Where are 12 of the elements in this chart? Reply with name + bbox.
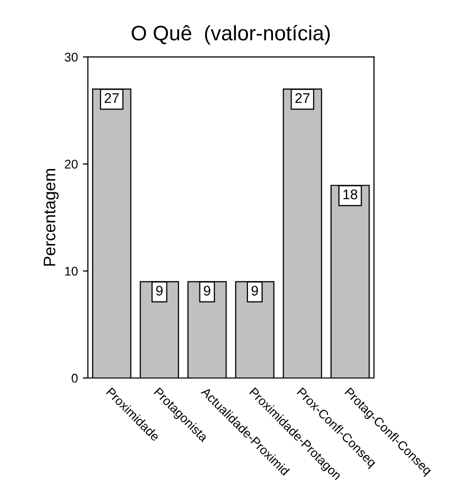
chart-title: O Quê (valor-notícia)	[132, 24, 330, 45]
y-tick-label: 30	[64, 52, 78, 62]
y-axis-title: Percentagem	[44, 169, 59, 266]
y-tick-label: 0	[72, 374, 78, 383]
data-label: 27	[295, 93, 310, 103]
data-label: 9	[252, 286, 258, 296]
y-tick-label: 10	[65, 266, 78, 276]
data-label: 9	[156, 286, 163, 296]
data-label: 27	[104, 93, 119, 103]
data-label: 18	[343, 189, 358, 200]
data-label: 9	[204, 286, 210, 296]
y-tick-label: 20	[64, 160, 78, 169]
